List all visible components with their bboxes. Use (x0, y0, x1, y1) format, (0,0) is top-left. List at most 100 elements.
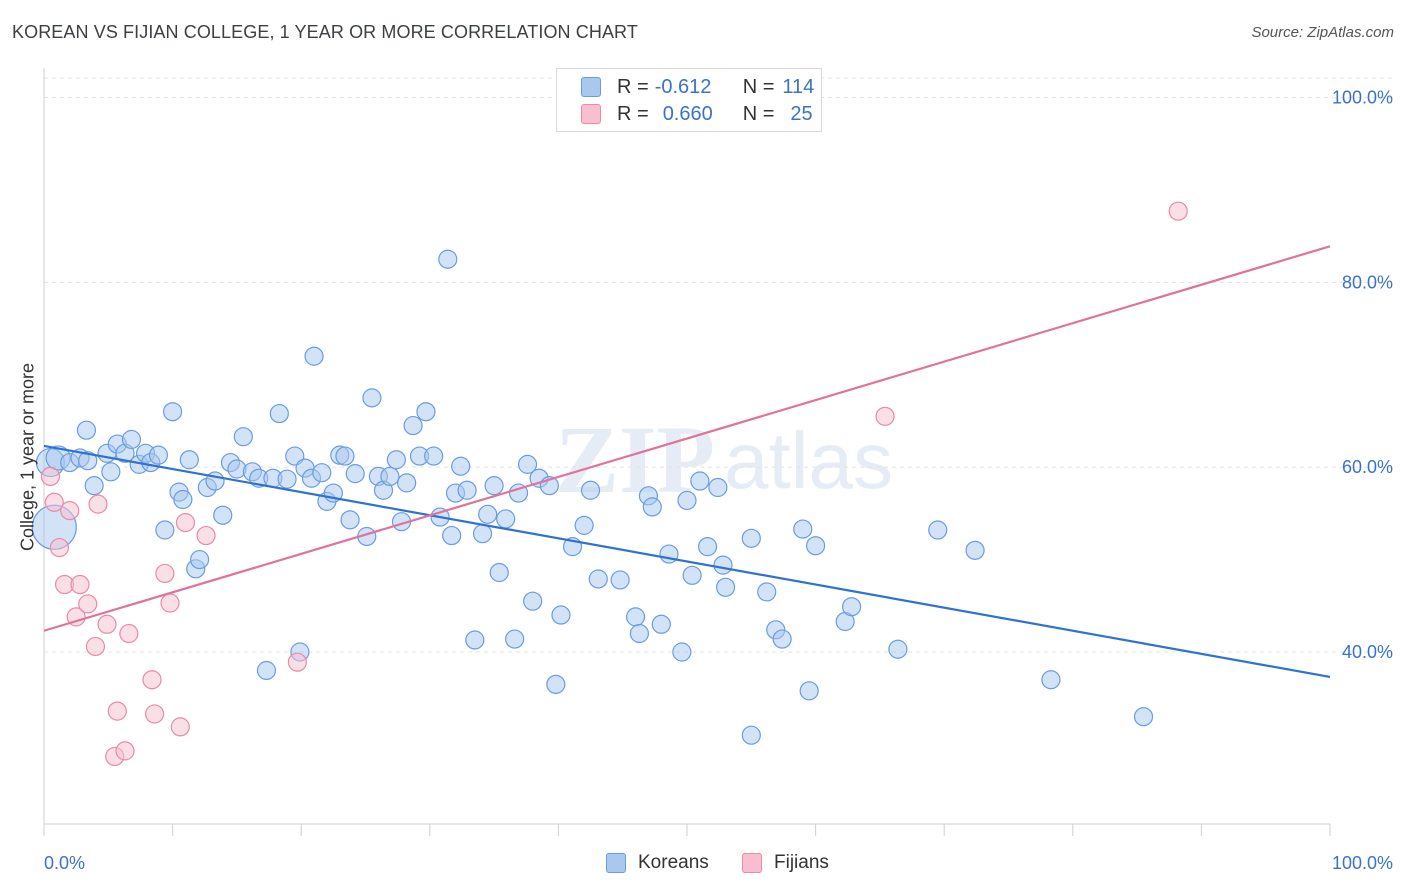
koreans-point (682, 565, 702, 585)
koreans-point (304, 346, 324, 366)
koreans-point (741, 725, 761, 745)
koreans-point (163, 402, 183, 422)
koreans-trend-line (43, 444, 1331, 679)
koreans-point (190, 549, 210, 570)
koreans-point (121, 429, 142, 450)
fijians-point (97, 614, 117, 634)
watermark-atlas: atlas (724, 416, 893, 505)
koreans-point (517, 454, 538, 474)
x-tick-label: 0.0% (44, 853, 85, 873)
koreans-point (757, 582, 777, 602)
koreans-point (793, 519, 813, 539)
legend-row-fijians: R = 0.660 N = 25 (557, 101, 813, 127)
koreans-point (76, 420, 97, 440)
koreans-point (403, 415, 423, 436)
koreans-point (690, 471, 710, 491)
series-swatch-fijians (742, 853, 762, 873)
koreans-point (1041, 670, 1061, 690)
tick-labels: 100.0% 80.0% 60.0% 40.0% 0.0% 100.0% (44, 88, 1393, 874)
fijians-point (142, 670, 162, 690)
fijians-point (160, 593, 180, 613)
y-tick-label: 80.0% (1342, 272, 1393, 292)
chart-title: KOREAN VS FIJIAN COLLEGE, 1 YEAR OR MORE… (12, 22, 638, 42)
series-legend-koreans[interactable]: Koreans (606, 852, 709, 874)
koreans-point (269, 403, 289, 424)
points-layer (31, 201, 1188, 767)
koreans-point (277, 469, 297, 489)
legend-row-koreans: R = -0.612 N = 114 (557, 74, 814, 100)
fijians-point (175, 513, 196, 533)
koreans-point (772, 629, 792, 649)
koreans-point (438, 249, 458, 269)
koreans-point (574, 515, 594, 535)
y-tick-label: 40.0% (1342, 642, 1393, 662)
koreans-point (362, 388, 382, 408)
koreans-point (478, 504, 498, 524)
koreans-point (741, 528, 761, 548)
koreans-point (442, 525, 462, 546)
legend-n-label: N = (742, 75, 775, 98)
fijians-point (70, 574, 90, 595)
koreans-point (523, 591, 543, 611)
legend-n-label: N = (742, 102, 775, 125)
koreans-point (799, 681, 819, 701)
koreans-point (965, 540, 985, 560)
x-tick-label: 100.0% (1332, 853, 1393, 873)
fijians-point (170, 717, 190, 737)
fijians-point (196, 525, 216, 546)
series-legend-fijians[interactable]: Fijians (742, 852, 829, 874)
koreans-point (610, 570, 630, 590)
koreans-point (842, 597, 862, 617)
koreans-point (580, 480, 601, 500)
koreans-point (416, 402, 436, 422)
series-label-fijians: Fijians (774, 852, 829, 873)
koreans-point (505, 629, 525, 649)
fijians-point (44, 492, 64, 512)
koreans-point (340, 510, 360, 530)
koreans-point (546, 674, 566, 694)
koreans-point (713, 555, 733, 575)
koreans-point (101, 462, 121, 482)
koreans-point (715, 577, 736, 597)
watermark: ZIP atlas (555, 406, 893, 513)
series-swatch-koreans (606, 853, 626, 873)
koreans-point (489, 562, 509, 583)
fijians-point (287, 652, 307, 672)
legend-r-value: 0.660 (662, 102, 713, 125)
koreans-point (672, 642, 692, 662)
koreans-point (484, 476, 504, 496)
fijians-point (49, 537, 70, 558)
koreans-point (708, 477, 728, 498)
koreans-point (551, 605, 571, 625)
koreans-point (1133, 707, 1154, 727)
koreans-point (345, 464, 365, 484)
koreans-point (451, 456, 471, 476)
koreans-point (465, 630, 485, 650)
legend-r-value: -0.612 (654, 75, 712, 98)
koreans-point (380, 466, 400, 487)
fijians-point (107, 701, 127, 721)
y-axis-label: College, 1 year or more (17, 362, 38, 552)
series-fijians (40, 201, 1188, 767)
koreans-point (213, 505, 233, 525)
koreans-point (84, 476, 104, 496)
koreans-point (148, 445, 169, 465)
koreans-point (457, 480, 477, 500)
koreans-point (233, 427, 253, 447)
koreans-point (173, 489, 193, 510)
legend-swatch-koreans (581, 77, 601, 97)
fijians-point (78, 594, 98, 614)
koreans-point (424, 446, 444, 466)
koreans-point (642, 497, 662, 517)
koreans-point (651, 614, 671, 634)
series-koreans (31, 249, 1154, 745)
koreans-point (155, 520, 175, 540)
series-label-koreans: Koreans (638, 852, 709, 873)
koreans-point (805, 536, 826, 556)
koreans-point (888, 639, 908, 659)
fijians-trend-line (43, 245, 1331, 632)
koreans-point (256, 660, 277, 681)
koreans-point (588, 569, 608, 589)
koreans-point (928, 520, 948, 540)
